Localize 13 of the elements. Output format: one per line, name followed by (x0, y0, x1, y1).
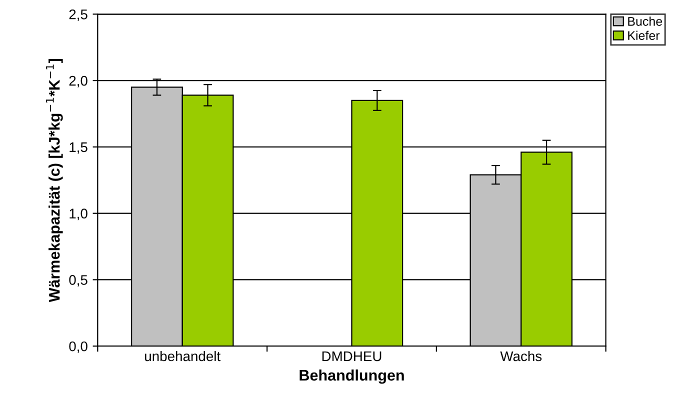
y-tick-label: 2,0 (69, 76, 88, 88)
x-tick-label: Wachs (500, 350, 542, 362)
x-tick-label: unbehandelt (145, 350, 220, 362)
x-tick-label: DMDHEU (322, 351, 382, 362)
x-axis-title: Behandlungen (300, 369, 404, 384)
y-axis-title: Wärmekapazität (c) [kJ*kg$^{−1}$*K$^{−1}$] (46, 58, 63, 302)
y-tick-label: 1,0 (70, 208, 88, 220)
y-tick-label: 0,5 (69, 275, 88, 287)
legend-label: Buche (628, 16, 662, 26)
y-tick-label: 0,0 (69, 341, 88, 353)
y-tick-label: 2,5 (69, 9, 88, 21)
legend-label: Kiefer (628, 30, 660, 40)
y-tick-label: 1,5 (70, 142, 88, 154)
